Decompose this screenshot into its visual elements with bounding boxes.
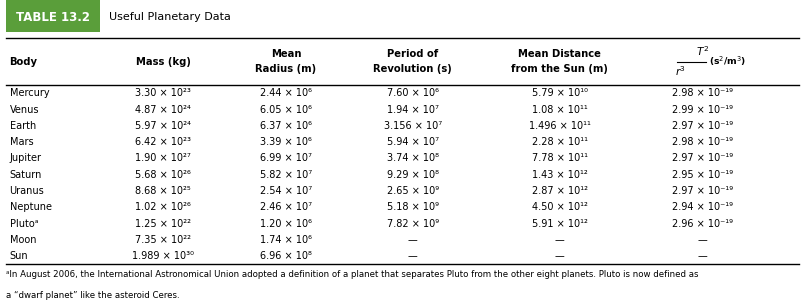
Text: 8.68 × 10²⁵: 8.68 × 10²⁵ — [135, 186, 191, 196]
Text: Uranus: Uranus — [10, 186, 44, 196]
Text: 2.97 × 10⁻¹⁹: 2.97 × 10⁻¹⁹ — [672, 154, 733, 164]
Text: 3.39 × 10⁶: 3.39 × 10⁶ — [260, 137, 312, 147]
Text: Radius (m): Radius (m) — [256, 64, 316, 74]
Text: 6.96 × 10⁸: 6.96 × 10⁸ — [260, 251, 312, 261]
Text: (s$^2$/m$^3$): (s$^2$/m$^3$) — [710, 55, 747, 68]
Text: Mean: Mean — [271, 49, 301, 59]
Text: 1.94 × 10⁷: 1.94 × 10⁷ — [387, 105, 439, 115]
Text: Jupiter: Jupiter — [10, 154, 42, 164]
Text: Revolution (s): Revolution (s) — [373, 64, 453, 74]
Text: $r^3$: $r^3$ — [674, 64, 686, 78]
Text: 3.30 × 10²³: 3.30 × 10²³ — [135, 88, 191, 98]
Text: 2.97 × 10⁻¹⁹: 2.97 × 10⁻¹⁹ — [672, 186, 733, 196]
Text: 2.96 × 10⁻¹⁹: 2.96 × 10⁻¹⁹ — [672, 219, 733, 229]
Text: $T^2$: $T^2$ — [695, 44, 709, 58]
Text: 6.37 × 10⁶: 6.37 × 10⁶ — [260, 121, 312, 131]
Text: 2.95 × 10⁻¹⁹: 2.95 × 10⁻¹⁹ — [672, 170, 733, 180]
Text: 2.97 × 10⁻¹⁹: 2.97 × 10⁻¹⁹ — [672, 121, 733, 131]
Text: 2.99 × 10⁻¹⁹: 2.99 × 10⁻¹⁹ — [672, 105, 733, 115]
Text: Venus: Venus — [10, 105, 39, 115]
Text: 1.43 × 10¹²: 1.43 × 10¹² — [532, 170, 587, 180]
Text: 2.28 × 10¹¹: 2.28 × 10¹¹ — [532, 137, 587, 147]
Text: 6.99 × 10⁷: 6.99 × 10⁷ — [260, 154, 312, 164]
Text: 1.02 × 10²⁶: 1.02 × 10²⁶ — [135, 202, 191, 212]
Text: Mass (kg): Mass (kg) — [135, 57, 191, 67]
Text: 1.25 × 10²²: 1.25 × 10²² — [135, 219, 191, 229]
Text: TABLE 13.2: TABLE 13.2 — [16, 11, 91, 24]
Text: Earth: Earth — [10, 121, 36, 131]
Text: 5.79 × 10¹⁰: 5.79 × 10¹⁰ — [532, 88, 587, 98]
Text: 5.94 × 10⁷: 5.94 × 10⁷ — [387, 137, 439, 147]
Text: a “dwarf planet” like the asteroid Ceres.: a “dwarf planet” like the asteroid Ceres… — [6, 291, 180, 300]
Text: Neptune: Neptune — [10, 202, 51, 212]
Text: 1.20 × 10⁶: 1.20 × 10⁶ — [260, 219, 312, 229]
Text: ᵃIn August 2006, the International Astronomical Union adopted a definition of a : ᵃIn August 2006, the International Astro… — [6, 270, 699, 279]
Text: 7.82 × 10⁹: 7.82 × 10⁹ — [387, 219, 439, 229]
Text: —: — — [698, 251, 707, 261]
Text: 2.44 × 10⁶: 2.44 × 10⁶ — [260, 88, 312, 98]
Text: —: — — [554, 235, 565, 245]
Text: 2.87 × 10¹²: 2.87 × 10¹² — [532, 186, 587, 196]
Bar — [6, 0, 100, 32]
Text: Period of: Period of — [387, 49, 438, 59]
Text: Plutoᵃ: Plutoᵃ — [10, 219, 38, 229]
Text: 2.94 × 10⁻¹⁹: 2.94 × 10⁻¹⁹ — [672, 202, 733, 212]
Text: 5.91 × 10¹²: 5.91 × 10¹² — [532, 219, 587, 229]
Text: 2.65 × 10⁹: 2.65 × 10⁹ — [387, 186, 439, 196]
Text: Useful Planetary Data: Useful Planetary Data — [110, 12, 231, 22]
Text: Mean Distance: Mean Distance — [518, 49, 601, 59]
Text: 9.29 × 10⁸: 9.29 × 10⁸ — [387, 170, 439, 180]
Text: 1.74 × 10⁶: 1.74 × 10⁶ — [260, 235, 312, 245]
Text: 3.156 × 10⁷: 3.156 × 10⁷ — [384, 121, 442, 131]
Text: 2.98 × 10⁻¹⁹: 2.98 × 10⁻¹⁹ — [672, 88, 733, 98]
Text: 6.42 × 10²³: 6.42 × 10²³ — [135, 137, 191, 147]
Text: 4.87 × 10²⁴: 4.87 × 10²⁴ — [135, 105, 191, 115]
Text: —: — — [408, 235, 417, 245]
Text: Mars: Mars — [10, 137, 33, 147]
Text: 1.989 × 10³⁰: 1.989 × 10³⁰ — [132, 251, 194, 261]
Text: —: — — [698, 235, 707, 245]
Text: 1.496 × 10¹¹: 1.496 × 10¹¹ — [529, 121, 590, 131]
Text: —: — — [408, 251, 417, 261]
Text: Body: Body — [10, 57, 38, 67]
Text: 2.98 × 10⁻¹⁹: 2.98 × 10⁻¹⁹ — [672, 137, 733, 147]
Text: 6.05 × 10⁶: 6.05 × 10⁶ — [260, 105, 312, 115]
Text: Mercury: Mercury — [10, 88, 49, 98]
Text: 5.18 × 10⁹: 5.18 × 10⁹ — [387, 202, 439, 212]
Text: 4.50 × 10¹²: 4.50 × 10¹² — [532, 202, 587, 212]
Text: 7.60 × 10⁶: 7.60 × 10⁶ — [387, 88, 439, 98]
Text: —: — — [554, 251, 565, 261]
Text: 2.54 × 10⁷: 2.54 × 10⁷ — [260, 186, 312, 196]
Text: 7.35 × 10²²: 7.35 × 10²² — [135, 235, 191, 245]
Text: from the Sun (m): from the Sun (m) — [511, 64, 608, 74]
Text: Sun: Sun — [10, 251, 28, 261]
Text: Saturn: Saturn — [10, 170, 42, 180]
Text: Moon: Moon — [10, 235, 36, 245]
Text: 5.82 × 10⁷: 5.82 × 10⁷ — [260, 170, 312, 180]
Text: 2.46 × 10⁷: 2.46 × 10⁷ — [260, 202, 312, 212]
Text: 5.97 × 10²⁴: 5.97 × 10²⁴ — [135, 121, 191, 131]
Text: 1.08 × 10¹¹: 1.08 × 10¹¹ — [532, 105, 587, 115]
Text: 7.78 × 10¹¹: 7.78 × 10¹¹ — [532, 154, 587, 164]
Text: 5.68 × 10²⁶: 5.68 × 10²⁶ — [135, 170, 191, 180]
Text: 1.90 × 10²⁷: 1.90 × 10²⁷ — [135, 154, 191, 164]
Text: 3.74 × 10⁸: 3.74 × 10⁸ — [387, 154, 439, 164]
